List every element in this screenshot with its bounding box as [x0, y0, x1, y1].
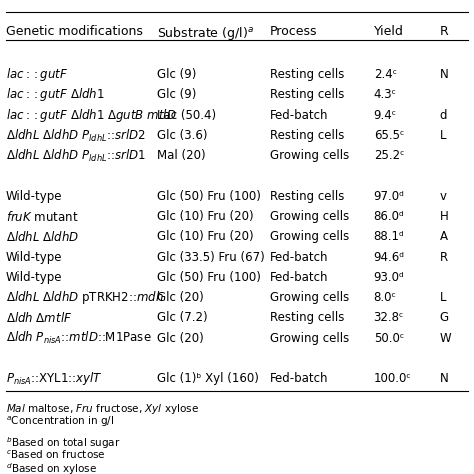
- Text: Resting cells: Resting cells: [270, 89, 344, 101]
- Text: Resting cells: Resting cells: [270, 129, 344, 142]
- Text: Glc (10) Fru (20): Glc (10) Fru (20): [157, 230, 254, 243]
- Text: Wild-type: Wild-type: [6, 251, 63, 264]
- Text: Substrate (g/l)$^a$: Substrate (g/l)$^a$: [157, 25, 254, 42]
- Text: Resting cells: Resting cells: [270, 68, 344, 81]
- Text: $Mal$ maltose, $Fru$ fructose, $Xyl$ xylose: $Mal$ maltose, $Fru$ fructose, $Xyl$ xyl…: [6, 401, 199, 416]
- Text: 86.0ᵈ: 86.0ᵈ: [374, 210, 404, 223]
- Text: G: G: [439, 311, 449, 324]
- Text: 65.5ᶜ: 65.5ᶜ: [374, 129, 404, 142]
- Text: Fed-batch: Fed-batch: [270, 251, 328, 264]
- Text: Δ$ldhL$ Δ$ldhD$ $P_{ldhL}$::$srlD2$: Δ$ldhL$ Δ$ldhD$ $P_{ldhL}$::$srlD2$: [6, 128, 146, 144]
- Text: Glc (20): Glc (20): [157, 332, 204, 345]
- Text: Fed-batch: Fed-batch: [270, 372, 328, 385]
- Text: 4.3ᶜ: 4.3ᶜ: [374, 89, 397, 101]
- Text: Glc (1)ᵇ Xyl (160): Glc (1)ᵇ Xyl (160): [157, 372, 259, 385]
- Text: Process: Process: [270, 25, 318, 38]
- Text: Growing cells: Growing cells: [270, 230, 349, 243]
- Text: Growing cells: Growing cells: [270, 291, 349, 304]
- Text: d: d: [439, 109, 447, 122]
- Text: $^b$Based on total sugar: $^b$Based on total sugar: [6, 435, 121, 451]
- Text: Glc (9): Glc (9): [157, 89, 196, 101]
- Text: $^c$Based on fructose: $^c$Based on fructose: [6, 448, 106, 461]
- Text: $lac::gutF$: $lac::gutF$: [6, 66, 69, 83]
- Text: Δ$ldh$ Δ$mtlF$: Δ$ldh$ Δ$mtlF$: [6, 311, 73, 325]
- Text: Δ$ldhL$ Δ$ldhD$ $P_{ldhL}$::$srlD1$: Δ$ldhL$ Δ$ldhD$ $P_{ldhL}$::$srlD1$: [6, 148, 146, 164]
- Text: 25.2ᶜ: 25.2ᶜ: [374, 149, 404, 162]
- Text: $lac::gutF$ Δ$ldh1$: $lac::gutF$ Δ$ldh1$: [6, 86, 105, 103]
- Text: Glc (3.6): Glc (3.6): [157, 129, 208, 142]
- Text: Glc (10) Fru (20): Glc (10) Fru (20): [157, 210, 254, 223]
- Text: 50.0ᶜ: 50.0ᶜ: [374, 332, 404, 345]
- Text: Glc (7.2): Glc (7.2): [157, 311, 208, 324]
- Text: 88.1ᵈ: 88.1ᵈ: [374, 230, 404, 243]
- Text: 8.0ᶜ: 8.0ᶜ: [374, 291, 397, 304]
- Text: Resting cells: Resting cells: [270, 190, 344, 203]
- Text: Glc (50) Fru (100): Glc (50) Fru (100): [157, 190, 261, 203]
- Text: Δ$ldhL$ Δ$ldhD$ pTRKH2::$mdh$: Δ$ldhL$ Δ$ldhD$ pTRKH2::$mdh$: [6, 289, 164, 306]
- Text: W: W: [439, 332, 451, 345]
- Text: Mal (20): Mal (20): [157, 149, 206, 162]
- Text: Resting cells: Resting cells: [270, 311, 344, 324]
- Text: Δ$ldh$ $P_{nisA}$::$mtlD$::M1Pase: Δ$ldh$ $P_{nisA}$::$mtlD$::M1Pase: [6, 330, 152, 346]
- Text: 94.6ᵈ: 94.6ᵈ: [374, 251, 405, 264]
- Text: R: R: [439, 251, 448, 264]
- Text: L: L: [439, 291, 446, 304]
- Text: H: H: [439, 210, 448, 223]
- Text: Growing cells: Growing cells: [270, 210, 349, 223]
- Text: L: L: [439, 129, 446, 142]
- Text: Glc (50) Fru (100): Glc (50) Fru (100): [157, 271, 261, 284]
- Text: Genetic modifications: Genetic modifications: [6, 25, 143, 38]
- Text: $fruK$ mutant: $fruK$ mutant: [6, 210, 79, 224]
- Text: Glc (33.5) Fru (67): Glc (33.5) Fru (67): [157, 251, 264, 264]
- Text: Yield: Yield: [374, 25, 403, 38]
- Text: 2.4ᶜ: 2.4ᶜ: [374, 68, 397, 81]
- Text: N: N: [439, 372, 448, 385]
- Text: Glc (9): Glc (9): [157, 68, 196, 81]
- Text: R: R: [439, 25, 448, 38]
- Text: 9.4ᶜ: 9.4ᶜ: [374, 109, 397, 122]
- Text: 97.0ᵈ: 97.0ᵈ: [374, 190, 404, 203]
- Text: Wild-type: Wild-type: [6, 271, 63, 284]
- Text: v: v: [439, 190, 447, 203]
- Text: Fed-batch: Fed-batch: [270, 109, 328, 122]
- Text: Glc (20): Glc (20): [157, 291, 204, 304]
- Text: A: A: [439, 230, 447, 243]
- Text: Δ$ldhL$ Δ$ldhD$: Δ$ldhL$ Δ$ldhD$: [6, 230, 79, 244]
- Text: $^a$Concentration in g/l: $^a$Concentration in g/l: [6, 415, 114, 429]
- Text: 100.0ᶜ: 100.0ᶜ: [374, 372, 411, 385]
- Text: Fed-batch: Fed-batch: [270, 271, 328, 284]
- Text: Lac (50.4): Lac (50.4): [157, 109, 216, 122]
- Text: 32.8ᶜ: 32.8ᶜ: [374, 311, 404, 324]
- Text: $P_{nisA}$::XYL1::$xylT$: $P_{nisA}$::XYL1::$xylT$: [6, 370, 103, 387]
- Text: $lac::gutF$ Δ$ldh1$ Δ$gutB$ $mtlD$: $lac::gutF$ Δ$ldh1$ Δ$gutB$ $mtlD$: [6, 107, 177, 124]
- Text: N: N: [439, 68, 448, 81]
- Text: Growing cells: Growing cells: [270, 332, 349, 345]
- Text: Growing cells: Growing cells: [270, 149, 349, 162]
- Text: 93.0ᵈ: 93.0ᵈ: [374, 271, 404, 284]
- Text: Wild-type: Wild-type: [6, 190, 63, 203]
- Text: $^d$Based on xylose: $^d$Based on xylose: [6, 461, 97, 474]
